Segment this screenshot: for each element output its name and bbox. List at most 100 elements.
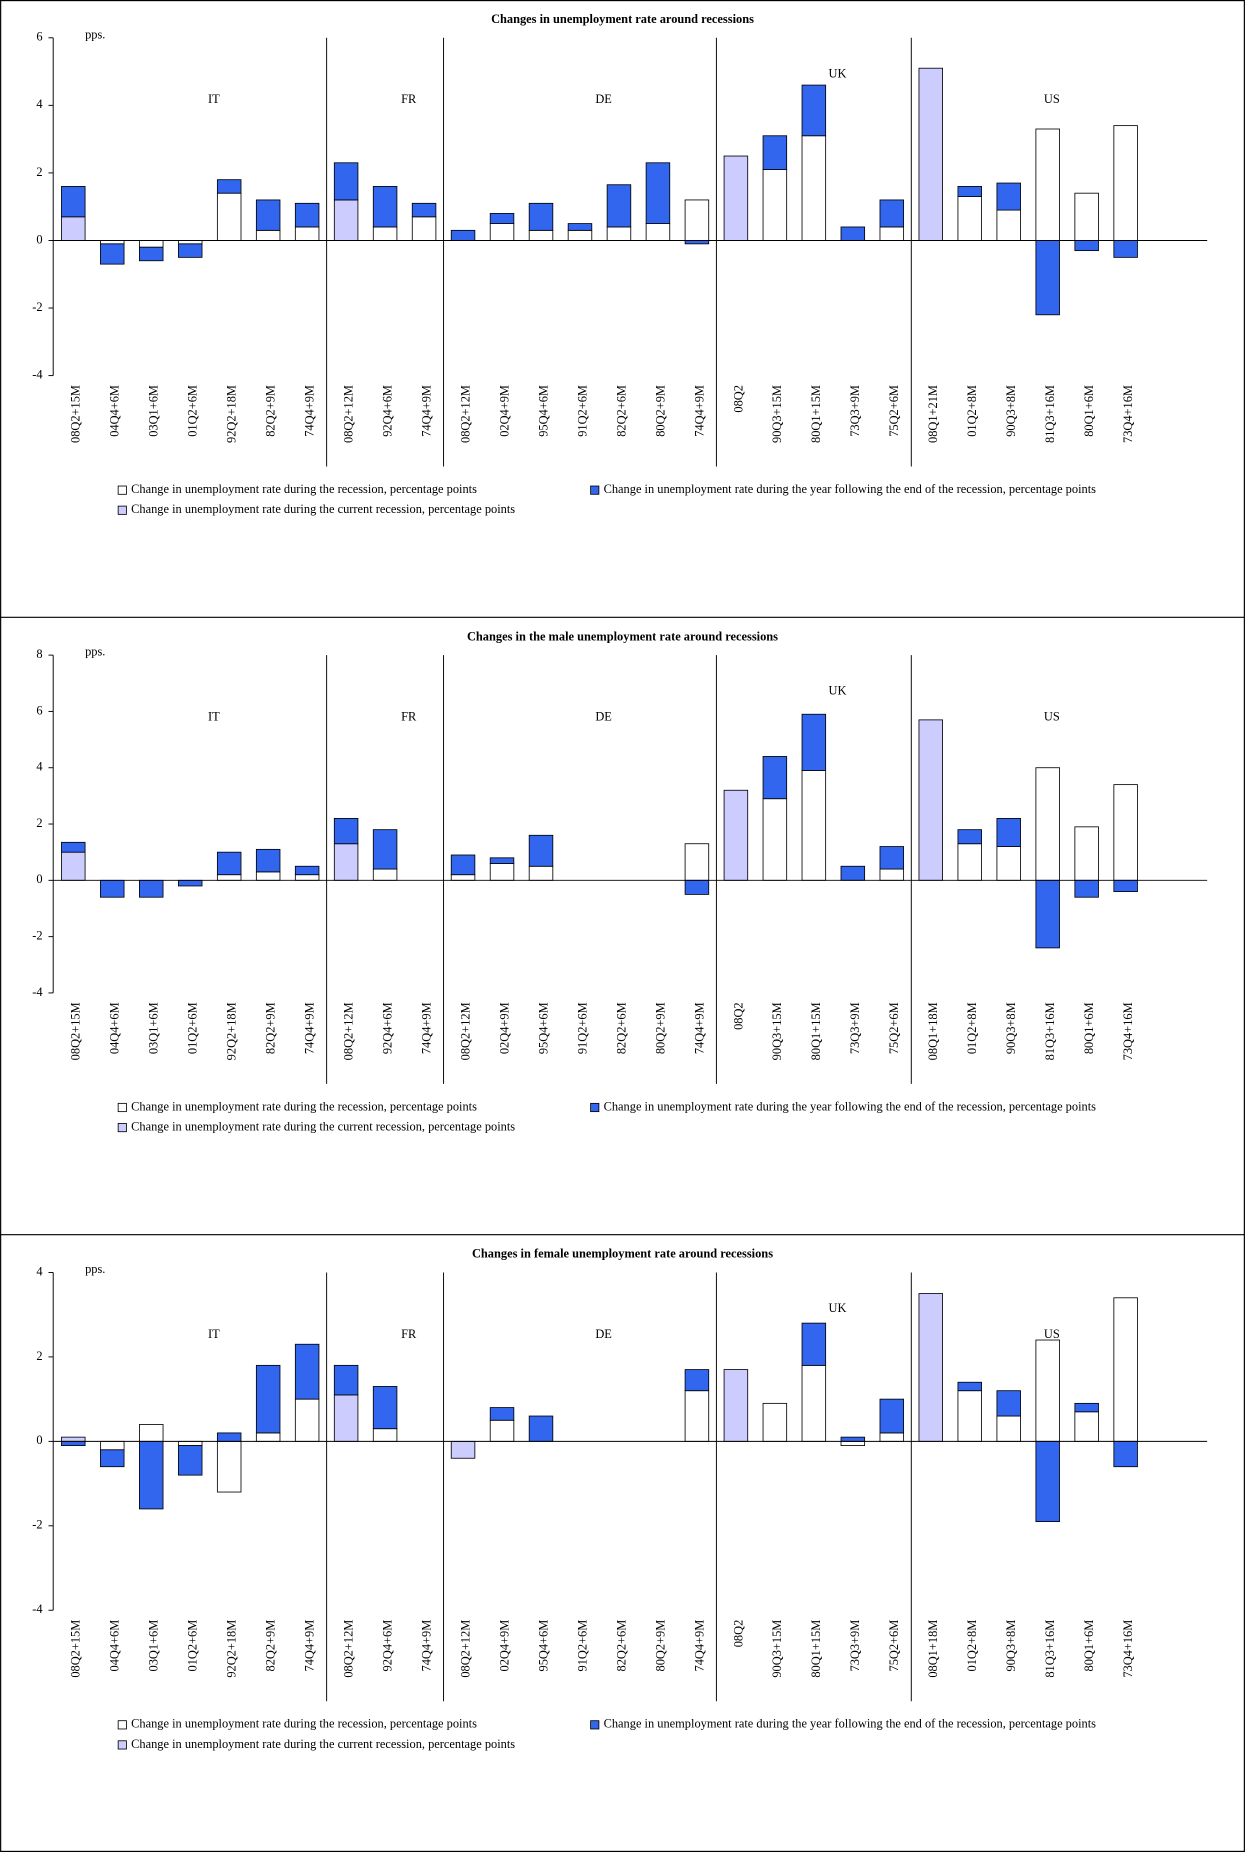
group-label: IT <box>208 1327 220 1341</box>
x-tick-label: 90Q3+15M <box>770 1620 784 1678</box>
bar <box>100 243 125 265</box>
bar <box>450 854 476 876</box>
x-tick-label: 82Q2+6M <box>614 1002 628 1054</box>
x-tick-label: 74Q4+9M <box>303 385 317 437</box>
y-axis-label: pps. <box>85 1262 105 1276</box>
bar <box>333 162 359 201</box>
bar <box>723 1369 749 1442</box>
group-label: US <box>1044 1327 1060 1341</box>
bar <box>294 202 320 228</box>
x-tick-label: 80Q1+6M <box>1082 1620 1096 1672</box>
bar <box>762 798 788 881</box>
bar <box>762 756 788 800</box>
bar <box>528 865 554 881</box>
x-tick-label: 08Q2+12M <box>342 1620 356 1678</box>
x-tick-label: 80Q1+15M <box>809 385 823 443</box>
bar <box>177 243 203 258</box>
x-tick-label: 74Q4+9M <box>419 1002 433 1054</box>
bar <box>879 226 905 241</box>
bar <box>801 1322 827 1366</box>
bar <box>61 216 86 241</box>
x-tick-label: 80Q1+15M <box>809 1620 823 1678</box>
bar <box>61 1436 86 1442</box>
bar <box>996 846 1021 881</box>
x-tick-label: 03Q1+6M <box>147 1620 161 1672</box>
legend-swatch <box>117 485 127 495</box>
bar <box>489 857 515 864</box>
bar <box>372 868 398 881</box>
bar <box>684 1369 710 1392</box>
x-tick-label: 80Q1+15M <box>809 1002 823 1060</box>
x-tick-label: 01Q2+8M <box>965 385 979 437</box>
bar <box>255 1364 281 1434</box>
bar <box>1035 1440 1060 1523</box>
y-tick-label: 4 <box>36 1264 42 1278</box>
legend-swatch <box>117 505 127 515</box>
bar <box>489 863 515 881</box>
x-tick-label: 02Q4+9M <box>497 1002 511 1054</box>
chart-title: Changes in female unemployment rate arou… <box>472 1247 773 1261</box>
bar <box>100 1449 125 1468</box>
legend-label: Change in unemployment rate during the c… <box>131 1737 515 1751</box>
bar <box>567 229 593 241</box>
bar <box>372 829 398 870</box>
x-tick-label: 91Q2+6M <box>575 1002 589 1054</box>
legend-label: Change in unemployment rate during the y… <box>604 1099 1097 1113</box>
chart-title: Changes in the male unemployment rate ar… <box>467 629 778 643</box>
bar <box>840 1440 866 1446</box>
bar <box>528 229 554 241</box>
bar <box>528 1415 554 1442</box>
x-tick-label: 74Q4+9M <box>692 385 706 437</box>
bar <box>762 1402 788 1442</box>
x-tick-label: 75Q2+6M <box>887 385 901 437</box>
legend-label: Change in unemployment rate during the r… <box>131 1717 477 1731</box>
legend-swatch <box>117 1123 127 1133</box>
bar <box>372 1428 398 1442</box>
bar <box>684 879 710 895</box>
x-tick-label: 73Q3+9M <box>848 385 862 437</box>
x-tick-label: 95Q4+6M <box>536 1002 550 1054</box>
x-tick-label: 90Q3+8M <box>1004 1620 1018 1672</box>
x-tick-label: 81Q3+16M <box>1043 385 1057 443</box>
bar <box>294 865 320 876</box>
legend-swatch <box>117 1102 127 1113</box>
group-label: US <box>1044 92 1060 106</box>
bar <box>216 192 242 241</box>
bar <box>1035 879 1060 949</box>
x-tick-label: 08Q2+12M <box>458 1002 472 1060</box>
x-tick-label: 92Q2+18M <box>225 1620 239 1678</box>
y-tick-label: 0 <box>36 872 42 886</box>
y-tick-label: 6 <box>36 703 42 717</box>
x-tick-label: 74Q4+9M <box>692 1620 706 1672</box>
bar <box>61 186 86 218</box>
bar <box>1113 879 1138 893</box>
x-tick-label: 03Q1+6M <box>147 1002 161 1054</box>
bar <box>723 789 749 881</box>
bar <box>1074 826 1099 881</box>
bar <box>801 135 827 241</box>
bar <box>489 1407 515 1421</box>
x-tick-label: 90Q3+15M <box>770 385 784 443</box>
bar <box>294 1343 320 1400</box>
y-tick-label: -4 <box>32 367 42 381</box>
bar <box>996 209 1021 241</box>
x-tick-label: 08Q2+15M <box>69 1620 83 1678</box>
x-tick-label: 91Q2+6M <box>575 385 589 437</box>
x-tick-label: 01Q2+8M <box>965 1002 979 1054</box>
bar <box>489 213 515 224</box>
bar <box>139 879 164 898</box>
bar <box>879 868 905 881</box>
bar <box>996 1390 1021 1417</box>
bar <box>684 1390 710 1442</box>
bar <box>294 226 320 241</box>
x-tick-label: 81Q3+16M <box>1043 1620 1057 1678</box>
bar <box>957 829 982 845</box>
y-tick-label: 2 <box>36 1349 42 1363</box>
bar <box>139 246 164 262</box>
x-tick-label: 03Q1+6M <box>147 385 161 437</box>
bar <box>1074 1402 1099 1413</box>
x-tick-label: 81Q3+16M <box>1043 1002 1057 1060</box>
x-tick-label: 73Q4+16M <box>1121 1002 1135 1060</box>
bar <box>139 1440 164 1510</box>
